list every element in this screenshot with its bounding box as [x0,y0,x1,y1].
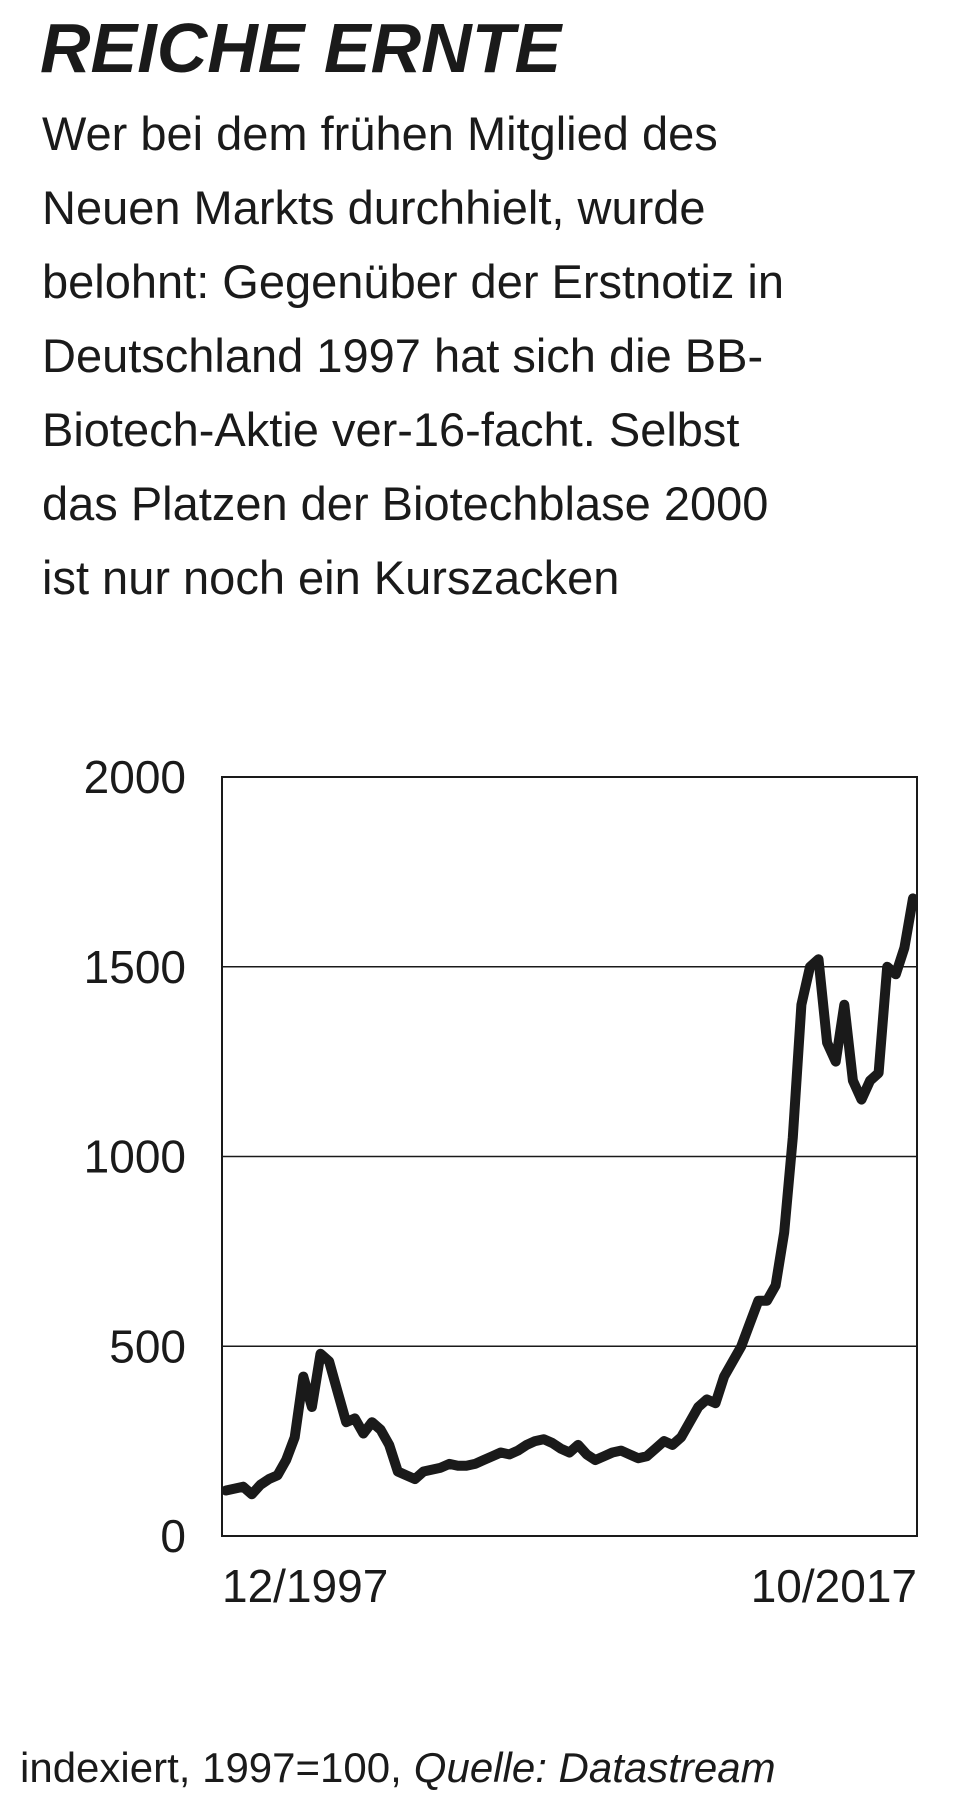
subtitle: Wer bei dem frühen Mitglied des Neuen Mar… [42,107,784,604]
y-tick-label: 2000 [84,751,186,803]
footer-note: indexiert, 1997=100, [20,1744,402,1791]
x-tick-label: 12/1997 [222,1560,388,1612]
x-tick-label: 10/2017 [751,1560,917,1612]
footer-source: Quelle: Datastream [414,1744,776,1791]
y-tick-label: 500 [109,1320,186,1372]
subtitle-line: Wer bei dem frühen Mitglied des [42,107,718,160]
y-tick-label: 1000 [84,1131,186,1183]
series-line [221,893,918,1500]
subtitle-line: Deutschland 1997 hat sich die BB- [42,329,763,382]
subtitle-line: Neuen Markts durchhielt, wurde [42,181,706,234]
y-tick-label: 1500 [84,941,186,993]
footer: indexiert, 1997=100, Quelle: Datastream [20,1744,776,1791]
subtitle-line: Biotech-Aktie ver-16-facht. Selbst [42,403,739,456]
title: REICHE ERNTE [40,9,563,87]
subtitle-line: das Platzen der Biotechblase 2000 [42,477,768,530]
y-tick-label: 0 [160,1510,186,1562]
subtitle-line: belohnt: Gegenüber der Erstnotiz in [42,255,784,308]
subtitle-line: ist nur noch ein Kurszacken [42,551,619,604]
